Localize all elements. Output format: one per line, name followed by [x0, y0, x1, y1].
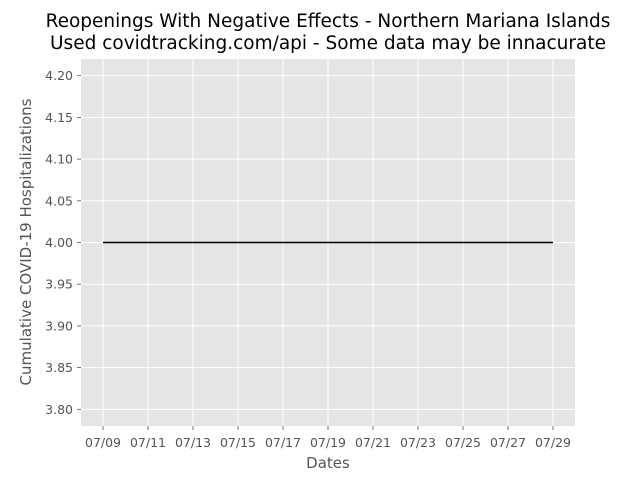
x-axis-label: Dates — [306, 454, 350, 472]
x-tick-label: 07/11 — [130, 435, 166, 450]
y-tick-label: 4.20 — [45, 68, 73, 83]
x-tick-label: 07/19 — [310, 435, 346, 450]
chart-title-line-1: Reopenings With Negative Effects - North… — [46, 11, 611, 32]
x-tick-label: 07/27 — [490, 435, 526, 450]
y-axis-label: Cumulative COVID-19 Hospitalizations — [17, 98, 35, 385]
x-tick-label: 07/17 — [265, 435, 301, 450]
x-tick-label: 07/15 — [220, 435, 256, 450]
y-tick-label: 4.10 — [45, 152, 73, 167]
y-axis-ticks: 3.80 3.85 3.90 3.95 4.00 4.05 4.10 4.15 4.20 — [45, 68, 81, 417]
x-tick-label: 07/29 — [535, 435, 571, 450]
x-tick-label: 07/21 — [355, 435, 391, 450]
x-tick-label: 07/13 — [175, 435, 211, 450]
y-tick-label: 3.85 — [45, 360, 73, 375]
x-tick-label: 07/23 — [400, 435, 436, 450]
y-tick-label: 4.00 — [45, 235, 73, 250]
x-axis-ticks: 07/09 07/11 07/13 07/15 07/17 07/19 07/21 07/23… — [85, 426, 571, 450]
y-tick-label: 3.90 — [45, 318, 73, 333]
y-tick-label: 4.15 — [45, 110, 73, 125]
y-tick-label: 3.95 — [45, 277, 73, 292]
x-tick-label: 07/25 — [445, 435, 481, 450]
x-tick-label: 07/09 — [85, 435, 121, 450]
y-tick-label: 4.05 — [45, 193, 73, 208]
y-tick-label: 3.80 — [45, 402, 73, 417]
chart-title-line-2: Used covidtracking.com/api - Some data m… — [50, 33, 606, 54]
